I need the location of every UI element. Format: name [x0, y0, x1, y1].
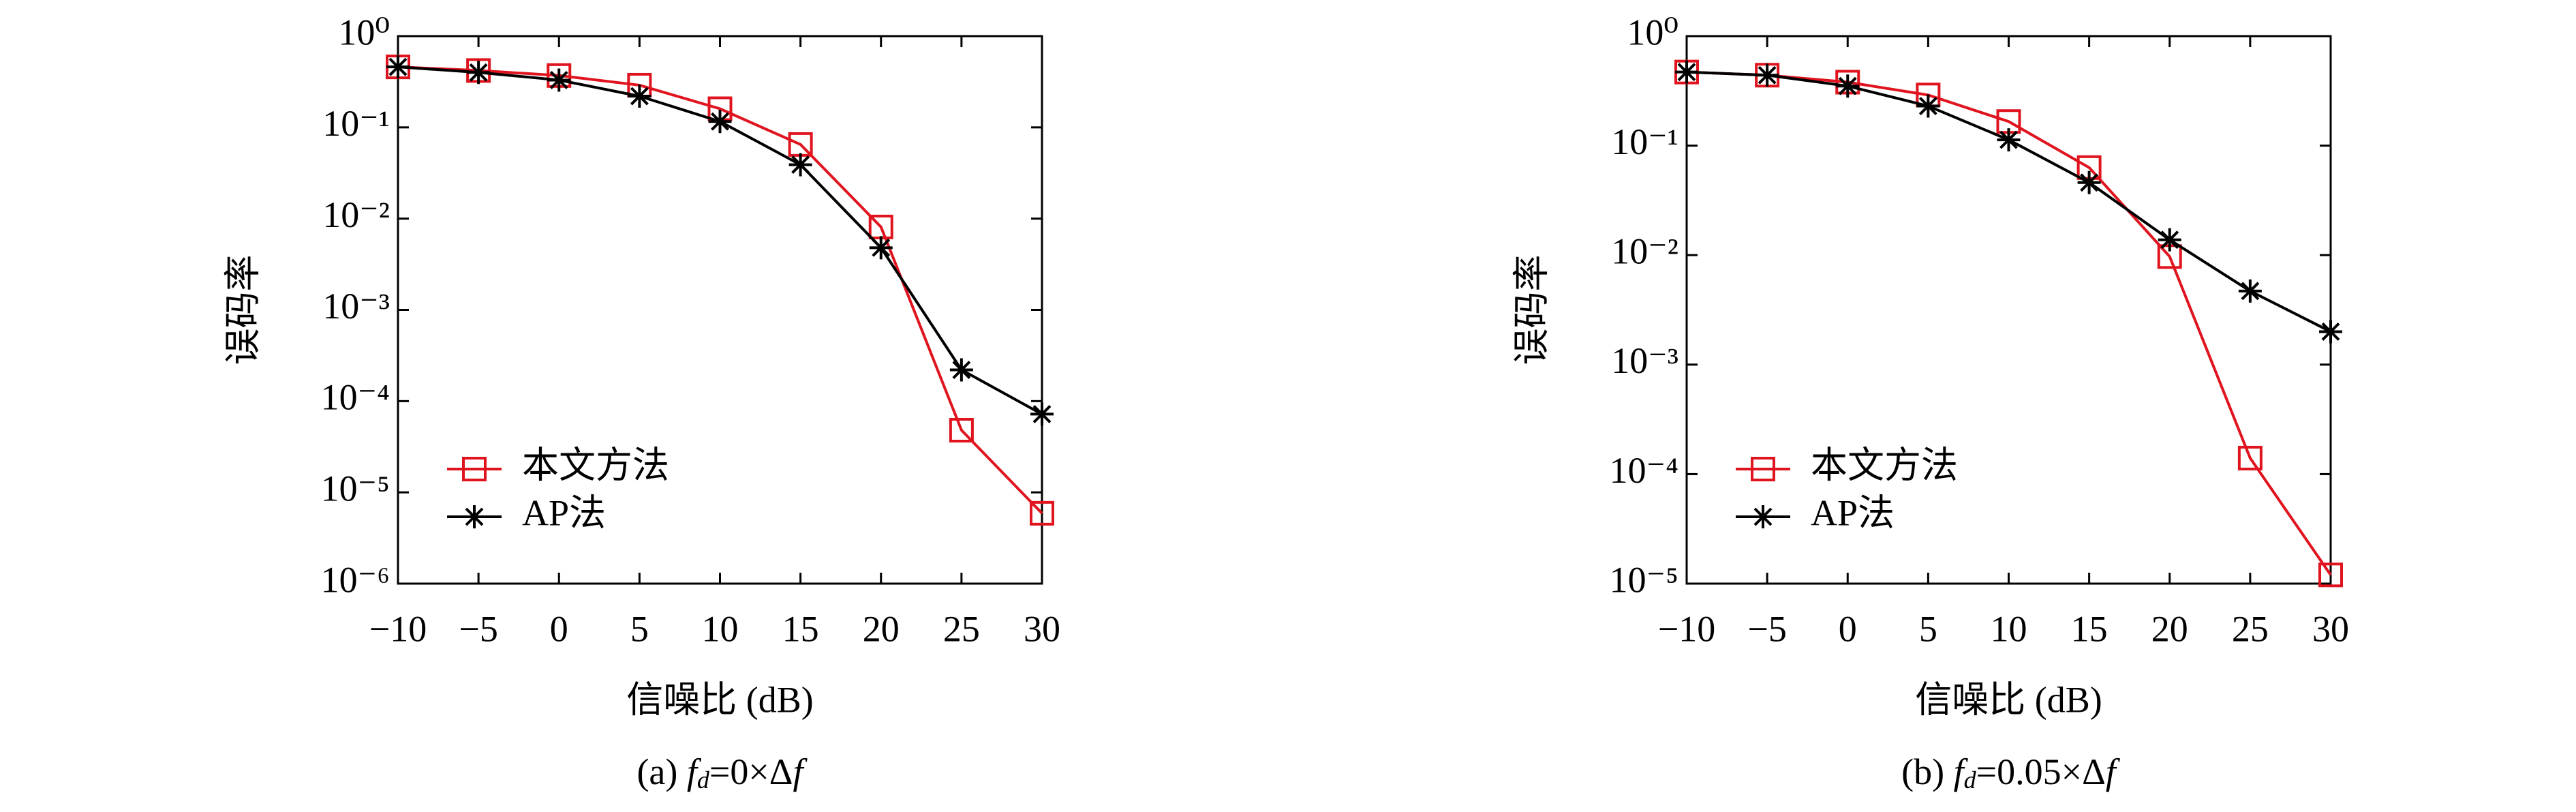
marker-star [2158, 228, 2181, 252]
legend-marker [463, 505, 486, 528]
marker-star [2077, 170, 2101, 194]
legend-label: 本文方法 [1811, 445, 1958, 485]
x-tick-label: −10 [1658, 608, 1715, 649]
x-axis-label: 信噪比 (dB) [626, 679, 813, 720]
y-axis-label: 误码率 [222, 255, 263, 365]
marker-star [1675, 60, 1698, 84]
y-tick-label: 10⁻¹ [322, 103, 390, 144]
marker-square [1030, 500, 1054, 526]
y-axis-label: 误码率 [1511, 255, 1552, 365]
x-tick-label: −5 [459, 608, 497, 649]
y-tick-label: 10⁰ [1627, 12, 1678, 52]
y-tick-label: 10⁻⁵ [1610, 559, 1678, 600]
legend-marker [1751, 505, 1775, 528]
marker-star [1755, 63, 1779, 87]
x-tick-label: 0 [550, 608, 568, 649]
marker-star [788, 153, 812, 177]
marker-star [1916, 94, 1940, 118]
marker-star [2238, 279, 2262, 303]
x-tick-label: 25 [943, 608, 980, 649]
legend-label: AP法 [1811, 492, 1895, 533]
x-tick-label: 20 [2151, 608, 2188, 649]
y-tick-label: 10⁻⁴ [321, 377, 390, 418]
y-tick-label: 10⁻³ [322, 286, 390, 327]
x-tick-label: 5 [1919, 608, 1937, 649]
y-tick-label: 10⁻¹ [1611, 121, 1678, 162]
caption-part: (a) [637, 751, 686, 792]
legend-marker [1751, 457, 1775, 481]
legend-label: 本文方法 [522, 445, 669, 485]
marker-star [2319, 320, 2342, 344]
caption-part: f [2106, 751, 2121, 792]
marker-star [467, 61, 491, 85]
marker-square [2318, 562, 2343, 588]
y-tick-label: 10⁻³ [1611, 340, 1678, 381]
x-tick-label: 30 [2312, 608, 2349, 649]
marker-star [869, 236, 893, 260]
marker-star [386, 55, 410, 79]
chart: 10⁻⁵ 10⁻⁴ 10⁻³ 10⁻² 10⁻¹ 10⁰ −10 −5 0 5 10 15 20 25 30… [1511, 12, 2349, 794]
x-tick-label: 10 [1991, 608, 2027, 649]
caption-part: (b) [1901, 751, 1953, 792]
x-tick-label: 20 [863, 608, 900, 649]
marker-star [628, 85, 651, 108]
x-tick-label: 15 [782, 608, 819, 649]
legend-marker [462, 457, 487, 481]
y-tick-label: 10⁰ [338, 12, 390, 52]
series-line [397, 65, 1043, 515]
caption: (a) fd=0×Δf [637, 751, 808, 794]
y-tick-label: 10⁻⁶ [321, 559, 390, 600]
x-tick-label: 5 [630, 608, 649, 649]
x-tick-label: 15 [2071, 608, 2108, 649]
x-tick-label: 25 [2232, 608, 2269, 649]
x-tick-label: −10 [369, 608, 427, 649]
caption-part: =0.05×Δ [1976, 751, 2106, 792]
x-tick-label: −5 [1747, 608, 1786, 649]
marker-star [708, 110, 732, 134]
caption-part: f [793, 751, 808, 792]
x-tick-label: 30 [1024, 608, 1060, 649]
marker-star [1030, 402, 1054, 426]
marker-star [1997, 128, 2021, 152]
legend-label: AP法 [522, 492, 606, 533]
marker-square [949, 417, 974, 442]
x-tick-label: 0 [1839, 608, 1857, 649]
chart: 10⁻⁶ 10⁻⁵ 10⁻⁴ 10⁻³ 10⁻² 10⁻¹ 10⁰ −10 −5 0 5 10 15 20… [222, 12, 1060, 794]
y-tick-label: 10⁻⁵ [321, 468, 390, 509]
marker-star [1836, 74, 1860, 98]
caption: (b) fd=0.05×Δf [1901, 751, 2121, 794]
y-tick-label: 10⁻² [1611, 231, 1678, 272]
marker-star [547, 68, 571, 92]
plot-frame [1685, 35, 2332, 585]
y-tick-label: 10⁻² [322, 194, 390, 235]
x-tick-label: 10 [702, 608, 739, 649]
y-tick-label: 10⁻⁴ [1610, 450, 1678, 491]
marker-square [2237, 445, 2263, 470]
marker-star [949, 358, 973, 382]
caption-part: d [697, 766, 710, 794]
x-axis-label: 信噪比 (dB) [1915, 679, 2102, 720]
caption-part: d [1964, 766, 1977, 794]
caption-part: =0×Δ [709, 751, 793, 792]
